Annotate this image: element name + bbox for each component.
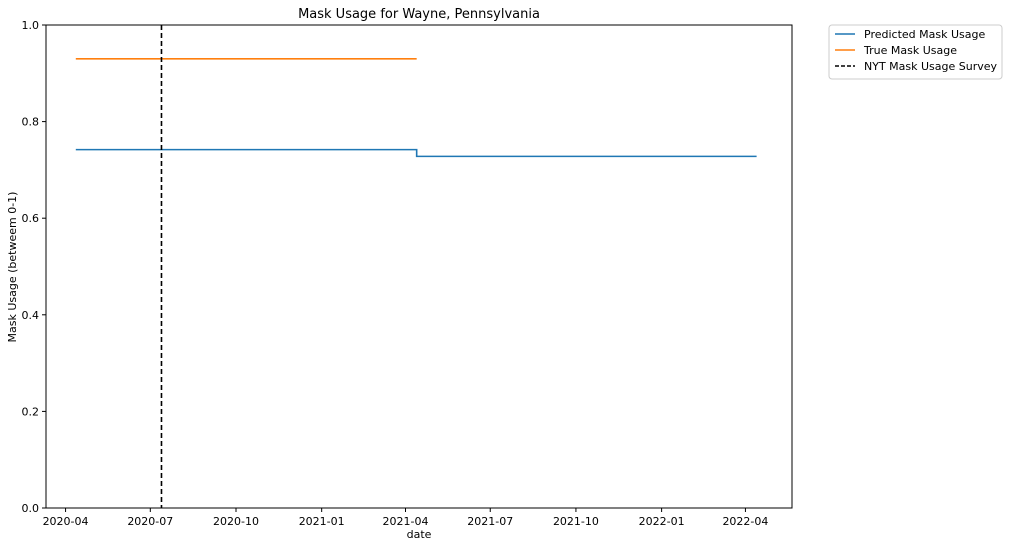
y-tick-label: 0.2	[22, 405, 40, 418]
plot-frame	[45, 24, 793, 509]
y-tick-label: 0.8	[22, 116, 40, 129]
y-axis-label: Mask Usage (betweem 0-1)	[6, 192, 19, 343]
chart-title: Mask Usage for Wayne, Pennsylvania	[298, 7, 540, 22]
x-tick-label: 2020-10	[213, 515, 259, 528]
y-tick-label: 0.0	[22, 502, 40, 515]
x-tick-label: 2021-07	[467, 515, 513, 528]
y-tick-label: 1.0	[22, 19, 40, 32]
legend-label: True Mask Usage	[863, 44, 957, 57]
x-tick-label: 2020-04	[43, 515, 89, 528]
x-tick-label: 2020-07	[127, 515, 173, 528]
legend-box	[828, 24, 1003, 80]
x-tick-label: 2021-10	[553, 515, 599, 528]
legend-label: NYT Mask Usage Survey	[864, 60, 998, 73]
x-tick-label: 2021-04	[383, 515, 429, 528]
legend-label: Predicted Mask Usage	[864, 28, 985, 41]
x-tick-label: 2021-01	[299, 515, 345, 528]
x-tick-label: 2022-04	[722, 515, 768, 528]
y-tick-label: 0.6	[22, 212, 40, 225]
x-axis-label: date	[407, 528, 432, 541]
y-tick-label: 0.4	[22, 309, 40, 322]
x-tick-label: 2022-01	[639, 515, 685, 528]
legend: Predicted Mask Usage True Mask Usage NYT M…	[828, 24, 1003, 80]
series-line-predicted-mask-usage	[75, 148, 757, 158]
